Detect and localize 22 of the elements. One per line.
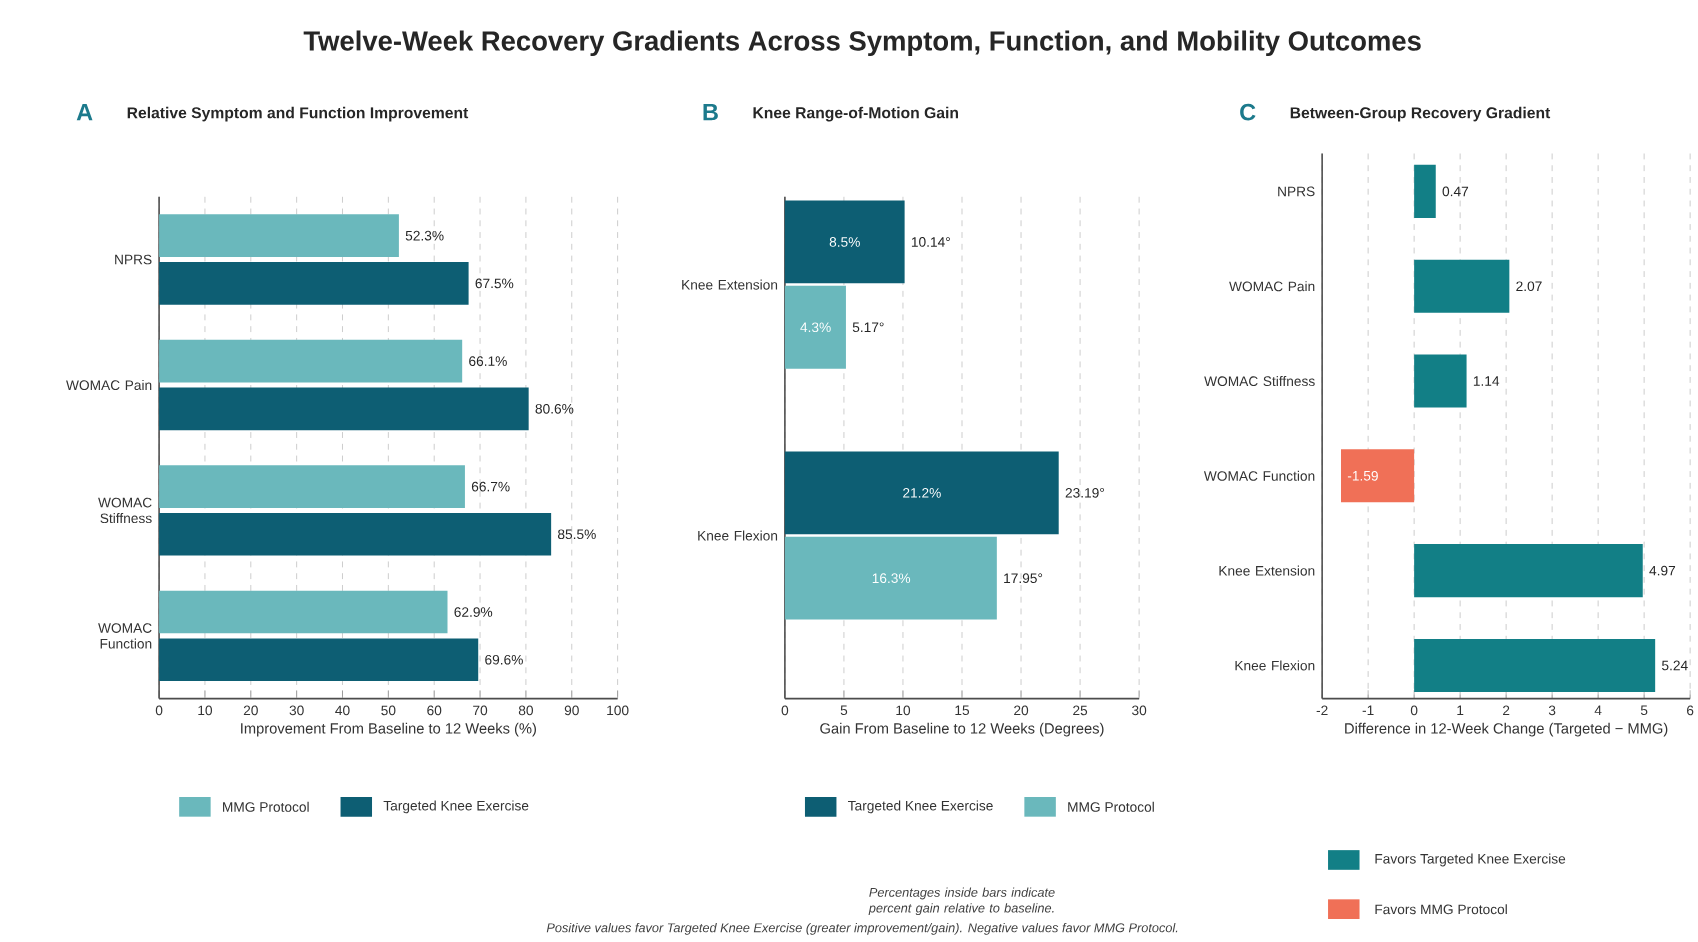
bar	[159, 387, 529, 430]
bar	[159, 261, 469, 305]
bar	[159, 214, 399, 257]
bar	[159, 590, 448, 634]
bar	[159, 512, 552, 556]
bar	[159, 464, 465, 508]
bar	[1340, 448, 1415, 503]
bar	[1414, 354, 1467, 408]
text: Twelve-Week Recovery Gradients Across Symptom, Function, and Mobility Outcomes	[303, 30, 1421, 56]
bar	[784, 285, 846, 369]
text: B	[703, 103, 718, 120]
text: C	[1240, 103, 1256, 121]
bar	[159, 339, 463, 383]
bar	[1414, 638, 1656, 692]
bar	[784, 200, 905, 284]
bar	[784, 536, 997, 620]
bar	[1414, 164, 1436, 218]
bar	[784, 451, 1059, 534]
bar	[1414, 259, 1510, 313]
bar	[1414, 543, 1643, 597]
text: A	[76, 103, 93, 120]
bar	[159, 638, 479, 681]
